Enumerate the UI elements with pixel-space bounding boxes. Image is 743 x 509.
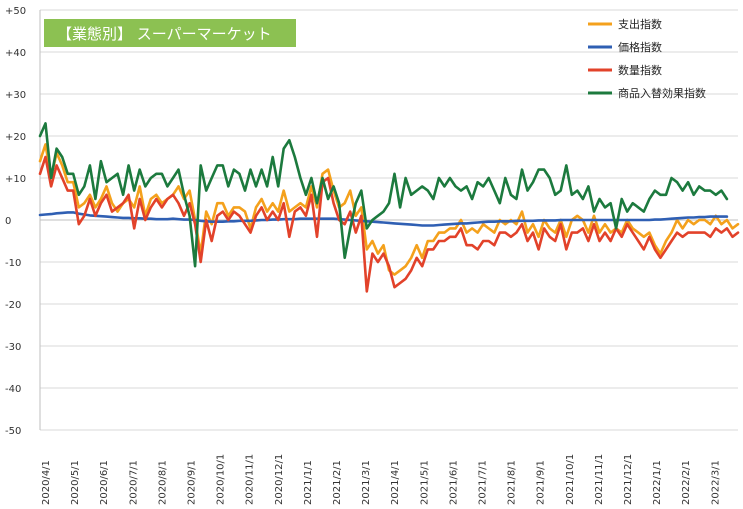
chart-title-box: 【業態別】 スーパーマーケット <box>44 19 296 47</box>
y-tick-label: -10 <box>5 258 21 269</box>
x-tick-label: 2020/5/1 <box>70 460 81 505</box>
y-tick-label: -50 <box>5 426 21 437</box>
x-tick-label: 2020/7/1 <box>128 460 139 505</box>
x-tick-label: 2021/3/1 <box>361 460 372 505</box>
x-tick-label: 2020/10/1 <box>216 454 227 505</box>
x-tick-label: 2022/1/1 <box>652 460 663 505</box>
x-tick-label: 2021/5/1 <box>419 460 430 505</box>
x-tick-label: 2021/12/1 <box>623 454 634 505</box>
x-tick-label: 2020/4/1 <box>41 460 52 505</box>
chart-title: 【業態別】 スーパーマーケット <box>57 25 272 43</box>
series-line-1 <box>38 211 729 227</box>
y-tick-label: +50 <box>5 6 26 17</box>
y-tick-label: +10 <box>5 174 26 185</box>
y-tick-label: +20 <box>5 132 26 143</box>
chart-title-background <box>44 19 296 47</box>
x-tick-label: 2021/2/1 <box>332 460 343 505</box>
x-tick-label: 2020/6/1 <box>99 460 110 505</box>
y-tick-label: +40 <box>5 48 26 59</box>
x-tick-label: 2021/9/1 <box>536 460 547 505</box>
series-line-0 <box>38 143 740 276</box>
x-axis-ticks: 2020/4/1 2020/5/1 2020/6/1 2020/7/1 2020/8/1… <box>41 454 721 505</box>
x-tick-label: 2021/8/1 <box>507 460 518 505</box>
legend-label: 数量指数 <box>618 63 662 77</box>
y-tick-label: 0 <box>5 216 11 227</box>
x-tick-label: 2021/7/1 <box>478 460 489 505</box>
legend-label: 価格指数 <box>618 40 662 54</box>
legend-label: 支出指数 <box>618 17 662 31</box>
y-axis-ticks: +50 +40 +30 +20 +10 0 -10 -20 -30 -40 -50 <box>5 6 26 437</box>
series-line-3 <box>38 122 729 268</box>
x-tick-label: 2021/4/1 <box>390 460 401 505</box>
series-line-2 <box>38 155 740 293</box>
x-tick-label: 2022/3/1 <box>710 460 721 505</box>
x-tick-label: 2021/11/1 <box>594 454 605 505</box>
y-tick-label: +30 <box>5 90 26 101</box>
x-tick-label: 2022/2/1 <box>681 460 692 505</box>
series-lines <box>38 122 740 293</box>
x-tick-label: 2021/10/1 <box>565 454 576 505</box>
x-tick-label: 2020/12/1 <box>274 454 285 505</box>
y-tick-label: -20 <box>5 300 21 311</box>
x-tick-label: 2020/9/1 <box>187 460 198 505</box>
y-tick-label: -40 <box>5 384 21 395</box>
x-tick-label: 2020/8/1 <box>157 460 168 505</box>
legend-label: 商品入替効果指数 <box>618 86 706 100</box>
x-tick-label: 2020/11/1 <box>245 454 256 505</box>
y-tick-label: -30 <box>5 342 21 353</box>
x-tick-label: 2021/6/1 <box>448 460 459 505</box>
x-tick-label: 2021/1/1 <box>303 460 314 505</box>
